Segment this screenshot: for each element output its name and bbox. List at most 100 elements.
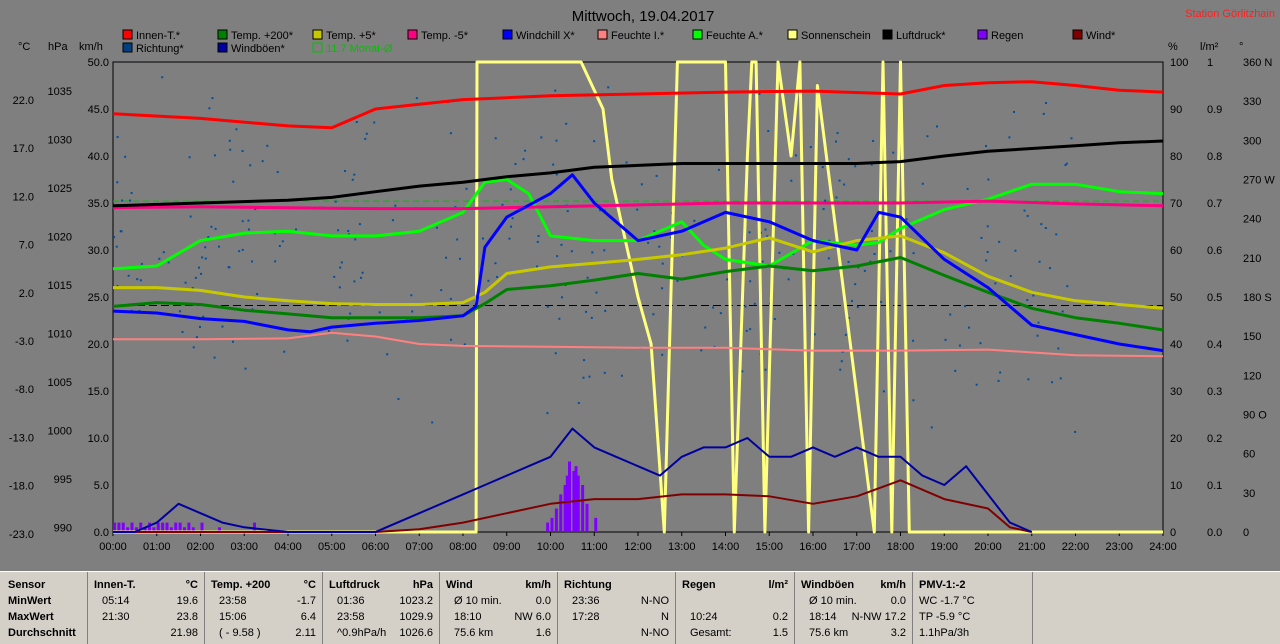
- legend: Innen-T.* Temp. +200* Temp. +5* Temp. -5* Wi…: [122, 29, 1116, 55]
- direction-dot: [249, 164, 252, 167]
- direction-dot: [344, 170, 347, 173]
- direction-dot: [378, 311, 381, 314]
- direction-dot: [179, 310, 182, 313]
- column-unit: hPa: [412, 579, 433, 591]
- direction-dot: [1066, 285, 1069, 288]
- c-tick-label: 22.0: [13, 95, 34, 107]
- deg-tick-label: 180 S: [1243, 292, 1272, 304]
- table-value: N-NO: [640, 627, 669, 639]
- rain-bar: [183, 527, 186, 532]
- direction-dot: [595, 291, 598, 294]
- direction-dot: [555, 173, 558, 176]
- column-title: Temp. +200: [211, 579, 271, 591]
- direction-dot: [116, 135, 119, 138]
- direction-dot: [211, 97, 214, 100]
- pct-tick-label: 60: [1170, 245, 1182, 257]
- kmh-tick-label: 50.0: [88, 57, 109, 69]
- rain-bar: [550, 517, 554, 532]
- direction-dot: [975, 383, 978, 386]
- column-title: Innen-T.: [94, 579, 136, 591]
- direction-dot: [700, 349, 703, 352]
- pct-tick-label: 80: [1170, 151, 1182, 163]
- direction-dot: [204, 246, 207, 249]
- legend-swatch: [407, 29, 418, 40]
- table-column-3: Wind km/h Ø 10 min. 0.0 18:10 NW 6.0 75.6 km 1.…: [440, 572, 558, 644]
- series-line-windb-en: [113, 427, 1033, 533]
- direction-dot: [847, 316, 850, 319]
- direction-dot: [555, 139, 558, 142]
- rain-bar: [126, 527, 130, 532]
- deg-tick-label: 330: [1243, 96, 1261, 108]
- rain-bar: [565, 475, 569, 532]
- rain-bar: [152, 527, 156, 532]
- direction-dot: [339, 266, 342, 269]
- x-tick-label: 15:00: [755, 541, 783, 553]
- x-tick-label: 23:00: [1105, 541, 1133, 553]
- rain-bar: [568, 461, 571, 532]
- direction-dot: [347, 233, 350, 236]
- direction-dot: [494, 262, 497, 265]
- table-column-2: Luftdruck hPa 01:36 1023.2 23:58 1029.9 ^0.9hP…: [323, 572, 440, 644]
- direction-dot: [450, 338, 453, 341]
- direction-dot: [120, 230, 123, 233]
- direction-dot: [1023, 209, 1026, 212]
- direction-dot: [487, 279, 490, 282]
- direction-dot: [560, 243, 563, 246]
- direction-dot: [980, 236, 983, 239]
- direction-dot: [536, 240, 539, 243]
- kmh-tick-label: 10.0: [88, 433, 109, 445]
- x-tick-label: 17:00: [843, 541, 871, 553]
- direction-dot: [241, 220, 244, 223]
- column-unit: km/h: [880, 579, 906, 591]
- direction-dot: [354, 238, 357, 241]
- direction-dot: [873, 252, 876, 255]
- direction-dot: [250, 260, 253, 263]
- legend-label: Regen: [991, 30, 1023, 42]
- x-tick-label: 11:00: [581, 541, 608, 553]
- direction-dot: [391, 219, 394, 222]
- direction-dot: [115, 245, 118, 248]
- direction-dot: [511, 217, 514, 220]
- direction-dot: [199, 325, 202, 328]
- lm2-tick-label: 0.9: [1207, 104, 1222, 116]
- direction-dot: [930, 426, 933, 429]
- direction-dot: [411, 310, 414, 313]
- row-label-sensor: Sensor: [8, 579, 46, 591]
- table-cell: 75.6 km: [809, 627, 849, 639]
- direction-dot: [813, 333, 816, 336]
- column-title: PMV-1:-2: [919, 579, 966, 591]
- table-cell: TP -5.9 °C: [919, 611, 971, 623]
- direction-dot: [949, 313, 952, 316]
- legend-label: Windchill X*: [516, 30, 575, 42]
- direction-dot: [456, 238, 459, 241]
- direction-dot: [1059, 377, 1062, 380]
- direction-dot: [764, 368, 767, 371]
- legend-swatch: [787, 29, 798, 40]
- table-cell: 75.6 km: [454, 627, 494, 639]
- direction-dot: [839, 368, 842, 371]
- direction-dot: [373, 121, 376, 124]
- direction-dot: [795, 154, 798, 157]
- kmh-tick-label: 20.0: [88, 339, 109, 351]
- rain-bar: [169, 527, 173, 532]
- direction-dot: [554, 89, 557, 92]
- direction-dot: [201, 256, 204, 259]
- legend-swatch: [122, 42, 133, 53]
- direction-dot: [652, 313, 655, 316]
- direction-dot: [274, 260, 277, 263]
- series-line-luftdruck: [112, 139, 1164, 208]
- column-unit: km/h: [525, 579, 551, 591]
- direction-dot: [954, 369, 957, 372]
- direction-dot: [244, 367, 247, 370]
- x-tick-label: 10:00: [537, 541, 565, 553]
- direction-dot: [167, 261, 170, 264]
- direction-dot: [1014, 249, 1017, 252]
- legend-swatch: [1072, 29, 1083, 40]
- table-cell: 15:06: [219, 611, 247, 623]
- direction-dot: [353, 280, 356, 283]
- table-cell: Ø 10 min.: [809, 595, 857, 607]
- table-value: 19.6: [176, 595, 198, 607]
- direction-dot: [1065, 162, 1068, 165]
- hpa-tick-label: 1030: [48, 135, 72, 147]
- direction-dot: [136, 278, 139, 281]
